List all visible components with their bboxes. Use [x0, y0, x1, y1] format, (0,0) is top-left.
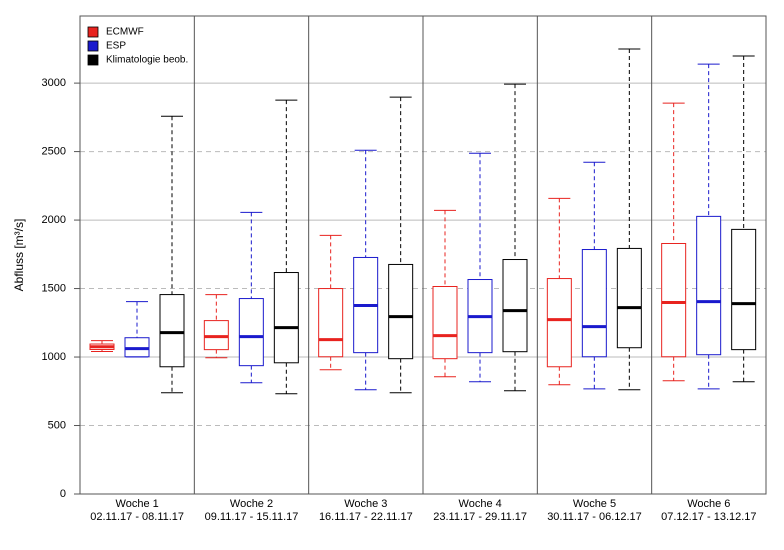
x-tick-date: 16.11.17 - 22.11.17 — [319, 511, 413, 523]
y-tick-label: 3000 — [42, 77, 66, 89]
box — [203, 320, 229, 351]
legend-label: Klimatologie beob. — [106, 55, 188, 66]
x-tick-date: 07.12.17 - 13.12.17 — [661, 511, 756, 523]
x-tick-label: Woche 2 — [230, 498, 273, 510]
y-axis-label: Abfluss [m³/s] — [12, 219, 26, 292]
x-tick-label: Woche 6 — [687, 498, 730, 510]
x-tick-date: 02.11.17 - 08.11.17 — [90, 511, 184, 523]
box — [581, 249, 607, 358]
y-tick-label: 0 — [60, 488, 66, 500]
box — [388, 263, 414, 360]
box — [546, 278, 572, 368]
box — [159, 294, 185, 368]
y-tick-label: 1000 — [42, 351, 66, 363]
legend-label: ESP — [106, 41, 126, 52]
y-tick-label: 500 — [48, 419, 66, 431]
x-tick-label: Woche 5 — [573, 498, 616, 510]
box — [731, 228, 757, 351]
x-tick-date: 30.11.17 - 06.12.17 — [547, 511, 642, 523]
box — [502, 259, 528, 353]
box — [318, 288, 344, 358]
plot-frame — [79, 15, 767, 495]
box — [273, 272, 299, 364]
box — [696, 215, 722, 356]
box — [432, 286, 458, 360]
x-tick-date: 09.11.17 - 15.11.17 — [205, 511, 299, 523]
legend-label: ECMWF — [106, 27, 144, 38]
legend-swatch — [87, 54, 99, 66]
y-tick-label: 2000 — [42, 214, 66, 226]
box — [616, 247, 642, 349]
legend-swatch — [87, 40, 99, 52]
box — [661, 242, 687, 358]
x-tick-date: 23.11.17 - 29.11.17 — [433, 511, 527, 523]
y-tick-label: 2500 — [42, 145, 66, 157]
x-tick-label: Woche 3 — [344, 498, 387, 510]
legend-swatch — [87, 26, 99, 38]
box — [238, 298, 264, 367]
x-tick-label: Woche 1 — [116, 498, 159, 510]
x-tick-label: Woche 4 — [459, 498, 502, 510]
y-tick-label: 1500 — [42, 282, 66, 294]
